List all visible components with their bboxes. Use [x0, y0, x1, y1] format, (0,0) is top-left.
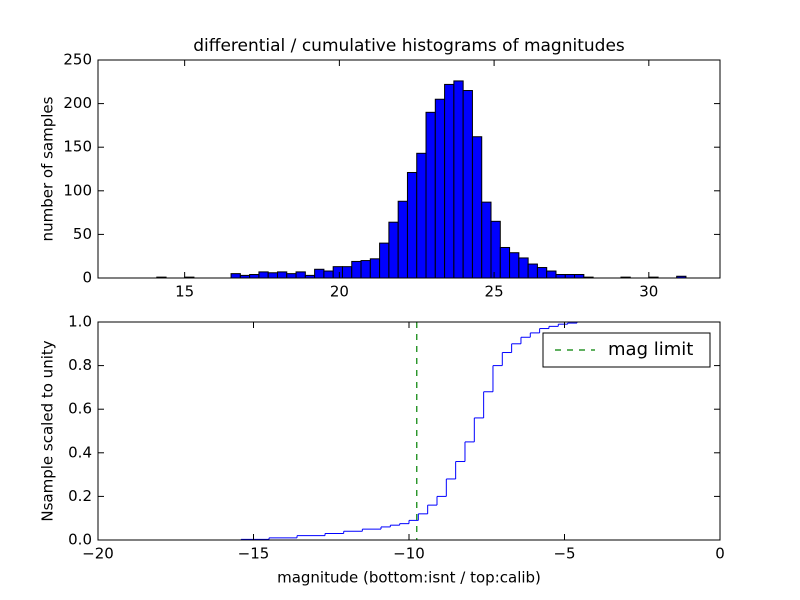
bar: [509, 252, 520, 279]
bar: [406, 171, 418, 279]
chart-title: differential / cumulative histograms of …: [193, 36, 625, 56]
bar: [471, 136, 483, 279]
y-tick-label: 250: [63, 51, 92, 69]
y-tick-label: 200: [63, 94, 92, 112]
bar: [369, 258, 381, 279]
bar: [351, 260, 362, 279]
y-tick-label: 0.4: [68, 443, 92, 461]
bar: [536, 267, 548, 279]
x-tick-label: −15: [238, 545, 270, 563]
legend-label: mag limit: [608, 339, 693, 360]
bar: [379, 242, 390, 279]
x-tick-label: −10: [393, 545, 425, 563]
bar: [230, 273, 241, 279]
bar: [564, 274, 576, 279]
bar: [332, 266, 343, 279]
y-tick-label: 0.0: [68, 531, 92, 549]
bar: [574, 274, 585, 279]
y-tick-label: 150: [63, 138, 92, 156]
bar: [360, 260, 371, 279]
bar: [527, 263, 538, 279]
y-axis-label: number of samples: [39, 96, 57, 241]
x-tick-label: −20: [82, 545, 114, 563]
bar: [276, 271, 288, 279]
bar: [416, 152, 427, 279]
bar: [295, 271, 306, 279]
bar: [397, 200, 408, 279]
bar: [481, 201, 492, 279]
bar: [425, 111, 436, 279]
bar: [546, 270, 557, 279]
bar: [258, 271, 269, 279]
bar: [518, 257, 529, 279]
x-tick-label: 0: [715, 545, 725, 563]
x-tick-label: 20: [330, 283, 349, 301]
bar: [434, 98, 446, 279]
bar: [462, 90, 473, 279]
bar: [267, 272, 278, 279]
bar: [490, 220, 501, 279]
y-tick-label: 0.2: [68, 487, 92, 505]
bar: [286, 273, 297, 279]
y-tick-label: 0.6: [68, 400, 92, 418]
y-tick-label: 1.0: [68, 313, 92, 331]
bar: [444, 83, 455, 279]
bar: [323, 270, 334, 279]
y-axis-label: Nsample scaled to unity: [39, 340, 57, 521]
bar: [249, 274, 260, 279]
y-tick-label: 100: [63, 181, 92, 199]
bar: [499, 246, 511, 279]
x-tick-label: 25: [485, 283, 504, 301]
axes-frame: [97, 59, 721, 279]
y-tick-label: 0.8: [68, 356, 92, 374]
x-tick-label: 15: [175, 283, 194, 301]
y-tick-label: 50: [73, 225, 92, 243]
bar: [453, 80, 464, 279]
bar: [341, 266, 353, 279]
x-tick-label: 30: [639, 283, 658, 301]
bar: [314, 268, 325, 279]
x-axis-label: magnitude (bottom:isnt / top:calib): [277, 569, 541, 587]
x-tick-label: −5: [553, 545, 575, 563]
y-tick-label: 0: [82, 269, 92, 287]
bar: [555, 274, 566, 279]
bar: [388, 221, 399, 279]
